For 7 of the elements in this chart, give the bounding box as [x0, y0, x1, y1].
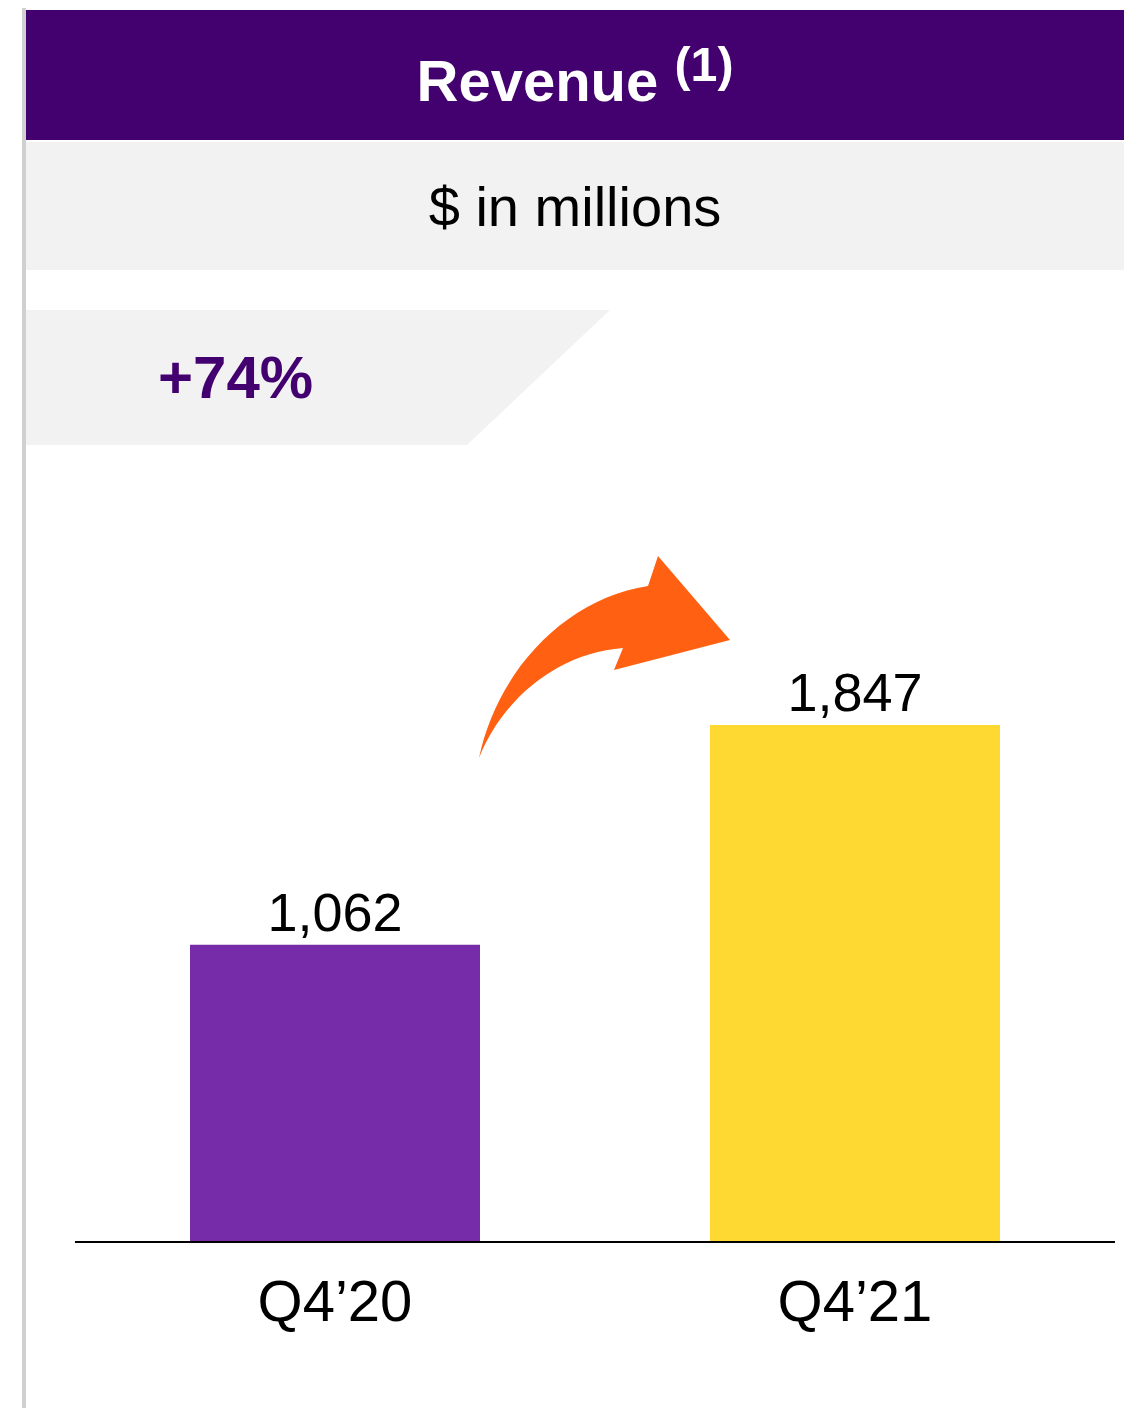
- x-tick-label: Q4’21: [777, 1268, 933, 1334]
- data-label: 1,062: [267, 881, 403, 942]
- x-tick-label: Q4’20: [257, 1268, 413, 1334]
- text: +74%: [158, 343, 314, 412]
- chart-subtitle: $ in millions: [428, 173, 722, 239]
- chart-title: Revenue $^{(1)}$: [416, 35, 734, 115]
- data-label: 1,847: [787, 662, 923, 723]
